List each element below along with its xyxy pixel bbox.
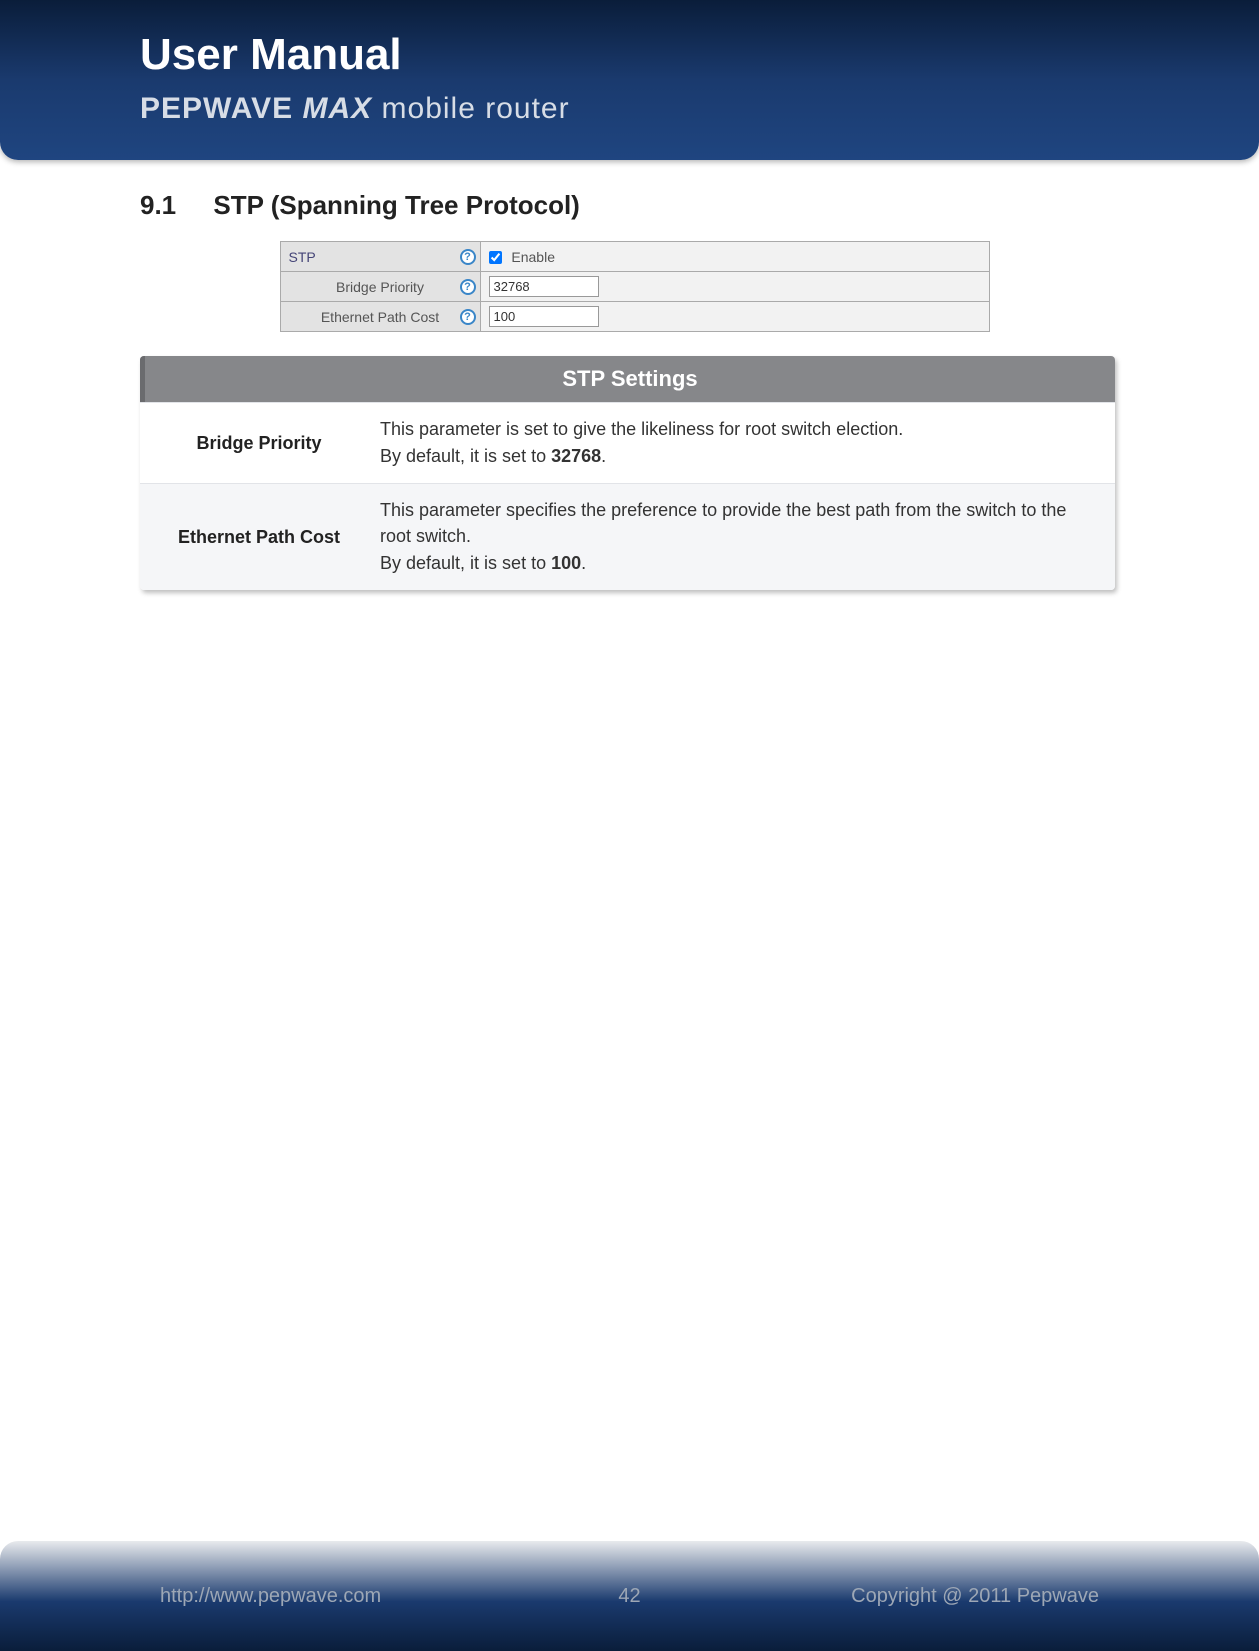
help-icon[interactable]: ?	[460, 309, 476, 325]
page-footer: http://www.pepwave.com 42 Copyright @ 20…	[0, 1541, 1259, 1651]
settings-value: This parameter is set to give the likeli…	[378, 403, 1115, 483]
table-row: Ethernet Path Cost ?	[280, 302, 989, 332]
bridge-priority-text: Bridge Priority	[336, 279, 424, 295]
bridge-priority-cell	[480, 272, 989, 302]
brand-name: PEPWAVE	[140, 92, 293, 125]
bridge-priority-input[interactable]	[489, 276, 599, 297]
ethernet-path-cost-text: Ethernet Path Cost	[321, 309, 439, 325]
settings-key: Bridge Priority	[140, 403, 378, 483]
ethernet-path-cost-label: Ethernet Path Cost ?	[280, 302, 480, 332]
settings-desc-suffix: .	[581, 553, 586, 573]
stp-row-label: STP ?	[280, 242, 480, 272]
ethernet-path-cost-cell	[480, 302, 989, 332]
table-row: Bridge Priority ?	[280, 272, 989, 302]
section-title: STP (Spanning Tree Protocol)	[213, 190, 579, 220]
page-content: 9.1 STP (Spanning Tree Protocol) STP ? E…	[0, 160, 1259, 590]
settings-rows: Bridge Priority This parameter is set to…	[140, 402, 1115, 590]
footer-url: http://www.pepwave.com	[160, 1585, 381, 1608]
footer-copyright: Copyright @ 2011 Pepwave	[851, 1585, 1099, 1608]
settings-default-value: 32768	[551, 446, 601, 466]
ethernet-path-cost-input[interactable]	[489, 306, 599, 327]
settings-desc-prefix: By default, it is set to	[380, 553, 551, 573]
settings-default-value: 100	[551, 553, 581, 573]
table-row: Ethernet Path Cost This parameter specif…	[140, 483, 1115, 590]
enable-checkbox[interactable]	[489, 251, 502, 264]
page-header: User Manual PEPWAVE MAX mobile router	[0, 0, 1259, 160]
settings-desc-suffix: .	[601, 446, 606, 466]
stp-enable-cell: Enable	[480, 242, 989, 272]
settings-desc-line: This parameter specifies the preference …	[380, 498, 1101, 548]
enable-label: Enable	[511, 249, 555, 265]
table-row: Bridge Priority This parameter is set to…	[140, 402, 1115, 483]
settings-value: This parameter specifies the preference …	[378, 484, 1115, 590]
product-tagline: mobile router	[382, 92, 570, 125]
settings-box: STP Settings Bridge Priority This parame…	[140, 356, 1115, 590]
settings-key: Ethernet Path Cost	[140, 484, 378, 590]
page-number: 42	[618, 1585, 640, 1608]
product-name: MAX	[303, 92, 373, 125]
section-number: 9.1	[140, 190, 176, 220]
bridge-priority-label: Bridge Priority ?	[280, 272, 480, 302]
stp-label-text: STP	[289, 249, 316, 265]
config-table: STP ? Enable Bridge Priority ?	[280, 241, 990, 332]
product-line: PEPWAVE MAX mobile router	[140, 92, 1259, 126]
table-row: STP ? Enable	[280, 242, 989, 272]
settings-desc-line: This parameter is set to give the likeli…	[380, 417, 1101, 442]
help-icon[interactable]: ?	[460, 279, 476, 295]
settings-desc-line: By default, it is set to 100.	[380, 551, 1101, 576]
config-screenshot: STP ? Enable Bridge Priority ?	[140, 241, 1129, 332]
settings-header: STP Settings	[140, 356, 1115, 402]
settings-desc-line: By default, it is set to 32768.	[380, 444, 1101, 469]
help-icon[interactable]: ?	[460, 249, 476, 265]
section-heading: 9.1 STP (Spanning Tree Protocol)	[140, 190, 1129, 221]
settings-desc-prefix: By default, it is set to	[380, 446, 551, 466]
manual-title: User Manual	[140, 30, 1259, 80]
